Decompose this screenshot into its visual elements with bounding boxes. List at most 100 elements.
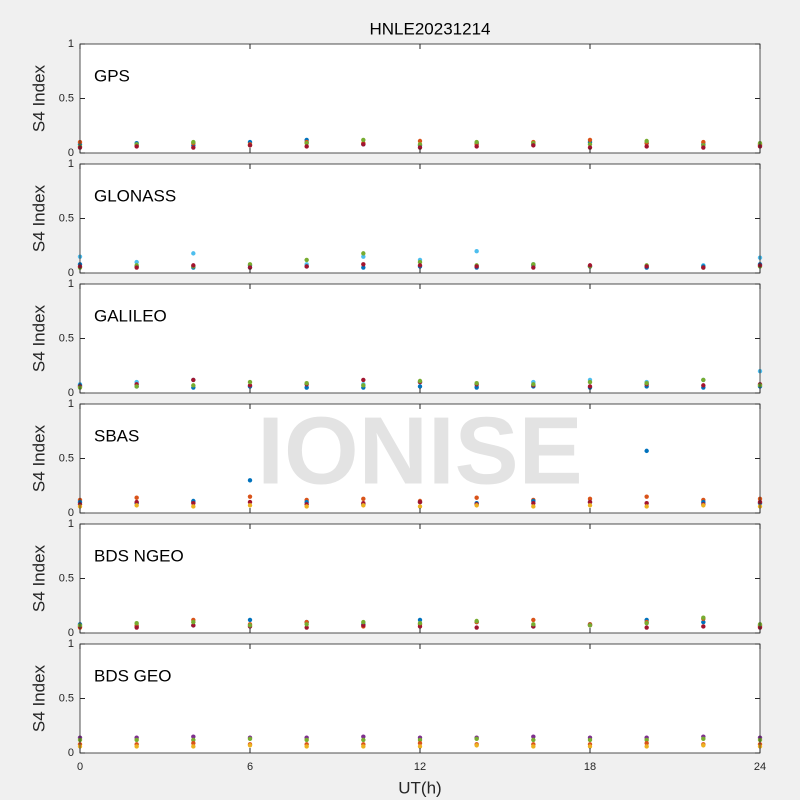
point	[134, 744, 139, 749]
point	[531, 622, 536, 627]
point	[134, 499, 139, 505]
point	[361, 265, 366, 270]
point	[247, 623, 253, 628]
point	[644, 138, 649, 144]
point	[417, 744, 423, 749]
point	[191, 744, 196, 749]
point	[474, 618, 479, 624]
point	[644, 380, 649, 386]
y-axis-label: S4 Index	[29, 544, 48, 612]
point	[417, 620, 423, 626]
point	[134, 259, 139, 265]
y-tick-label: 1	[68, 398, 74, 410]
x-tick-label: 0	[77, 761, 83, 773]
point	[701, 624, 706, 629]
point	[644, 740, 649, 746]
point	[134, 620, 139, 626]
point	[474, 385, 479, 390]
point	[417, 499, 423, 505]
point	[247, 383, 253, 388]
point	[361, 734, 366, 739]
point	[531, 504, 536, 509]
point	[644, 144, 649, 149]
y-tick-label: 1	[68, 638, 74, 650]
point	[134, 737, 139, 743]
point	[587, 142, 593, 147]
point	[361, 137, 366, 143]
point	[361, 744, 366, 749]
point	[361, 142, 366, 147]
point	[587, 744, 593, 749]
point	[191, 251, 196, 256]
point	[531, 737, 536, 743]
panel-label: SBAS	[94, 426, 139, 445]
plot-area	[80, 524, 760, 633]
point	[701, 139, 706, 145]
x-tick-label: 12	[414, 761, 426, 773]
point	[134, 625, 139, 630]
point	[247, 503, 253, 508]
point	[191, 377, 196, 383]
point	[587, 499, 593, 505]
y-tick-label: 0	[68, 387, 74, 399]
y-tick-label: 0.5	[59, 572, 74, 584]
point	[474, 139, 479, 145]
point	[247, 478, 253, 483]
point	[701, 145, 706, 150]
point	[304, 257, 309, 263]
point	[587, 503, 593, 508]
point	[531, 143, 536, 148]
point	[134, 265, 139, 270]
point	[644, 448, 649, 454]
point	[531, 500, 536, 506]
point	[701, 265, 706, 270]
point	[417, 624, 423, 629]
point	[587, 137, 593, 143]
point	[417, 263, 423, 268]
point	[417, 378, 423, 384]
y-tick-label: 0	[68, 267, 74, 279]
point	[247, 499, 253, 505]
point	[247, 143, 253, 148]
y-tick-label: 0	[68, 747, 74, 759]
point	[134, 503, 139, 508]
point	[474, 736, 479, 742]
point	[247, 265, 253, 270]
point	[417, 138, 423, 144]
point	[587, 737, 593, 743]
point	[191, 737, 196, 743]
point	[587, 496, 593, 502]
y-tick-label: 0	[68, 507, 74, 519]
point	[304, 385, 309, 390]
point	[701, 743, 706, 748]
x-tick-label: 18	[584, 761, 596, 773]
point	[191, 619, 196, 625]
plot-area	[80, 284, 760, 393]
point	[247, 736, 253, 742]
point	[304, 625, 309, 630]
x-tick-label: 6	[247, 761, 253, 773]
point	[191, 500, 196, 506]
point	[247, 262, 253, 267]
point	[474, 249, 479, 254]
point	[644, 737, 649, 743]
point	[247, 494, 253, 499]
point	[134, 144, 139, 149]
point	[247, 379, 253, 385]
y-tick-label: 0.5	[59, 332, 74, 344]
point	[191, 623, 196, 628]
point	[417, 142, 423, 147]
point	[644, 494, 649, 499]
panel-label: BDS NGEO	[94, 546, 184, 565]
point	[361, 623, 366, 628]
point	[417, 740, 423, 746]
point	[531, 617, 536, 623]
point	[587, 263, 593, 268]
point	[191, 504, 196, 509]
point	[701, 736, 706, 742]
point	[304, 622, 309, 627]
point	[191, 263, 196, 268]
point	[474, 144, 479, 149]
point	[191, 139, 196, 145]
point	[474, 380, 479, 386]
